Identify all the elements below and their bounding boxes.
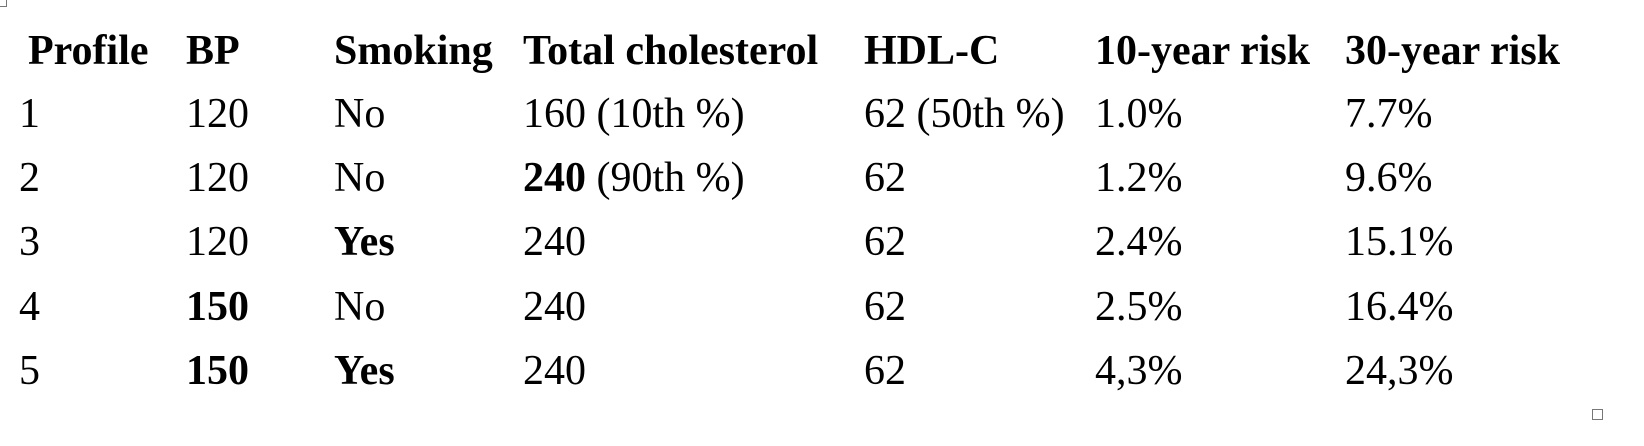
table-cell: No <box>334 155 386 201</box>
table-cell: 120 <box>186 91 249 137</box>
table-cell: 2.4% <box>1095 219 1183 265</box>
table-cell: 1 <box>19 91 40 137</box>
table-cell: 16.4% <box>1345 284 1454 330</box>
table-cell: 62 <box>864 219 906 265</box>
table-cell: 7.7% <box>1345 91 1433 137</box>
table-cell: 4 <box>19 284 40 330</box>
table-cell: 240 <box>523 284 586 330</box>
cell-run: (90th %) <box>586 155 745 201</box>
header-cell: HDL-C <box>864 28 1000 74</box>
table-cell: 160 (10th %) <box>523 91 745 137</box>
table-cell: 150 <box>186 284 249 330</box>
table-cell: Yes <box>334 219 395 265</box>
table-cell: 1.0% <box>1095 91 1183 137</box>
cell-run: 240 <box>523 155 586 201</box>
table-move-handle[interactable] <box>0 0 7 7</box>
table-cell: 240 <box>523 348 586 394</box>
table-cell: 62 <box>864 155 906 201</box>
table-cell: 62 <box>864 348 906 394</box>
table-resize-handle[interactable] <box>1592 409 1603 420</box>
header-cell: 10-year risk <box>1095 28 1311 74</box>
table-cell: 24,3% <box>1345 348 1454 394</box>
table-cell: 3 <box>19 219 40 265</box>
table-cell: 120 <box>186 155 249 201</box>
header-cell: BP <box>186 28 240 74</box>
table-cell: 150 <box>186 348 249 394</box>
header-cell: 30-year risk <box>1345 28 1561 74</box>
table-cell: 2 <box>19 155 40 201</box>
header-cell: Profile <box>28 28 149 74</box>
table-cell: 240 (90th %) <box>523 154 745 202</box>
table-cell: No <box>334 91 386 137</box>
table-cell: 4,3% <box>1095 348 1183 394</box>
table-cell: 15.1% <box>1345 219 1454 265</box>
table-cell: Yes <box>334 348 395 394</box>
header-cell: Total cholesterol <box>523 28 819 74</box>
table-cell: 62 <box>864 284 906 330</box>
table-cell: 9.6% <box>1345 155 1433 201</box>
table-cell: 62 (50th %) <box>864 91 1065 137</box>
table-cell: 120 <box>186 219 249 265</box>
table-cell: 2.5% <box>1095 284 1183 330</box>
header-cell: Smoking <box>334 28 493 74</box>
table-cell: No <box>334 284 386 330</box>
table-cell: 1.2% <box>1095 155 1183 201</box>
table-cell: 240 <box>523 219 586 265</box>
table-cell: 5 <box>19 348 40 394</box>
